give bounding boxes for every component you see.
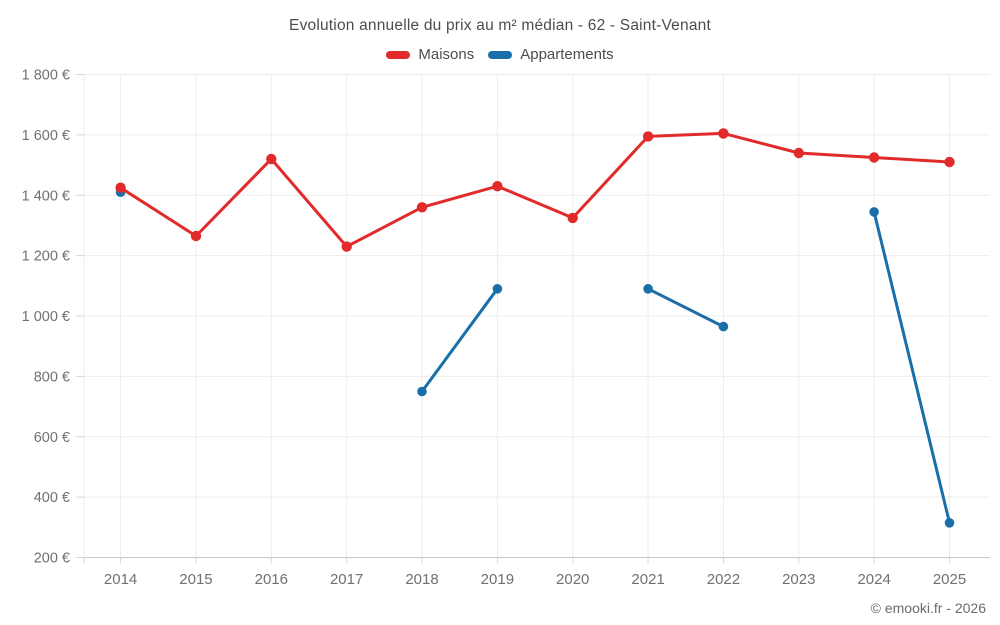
legend-label-appartements: Appartements [520,46,614,63]
line-maisons [119,131,951,249]
maisons-series-swatch-icon [386,50,411,59]
axis-labels: 200 € 400 € 600 € 800 € 1 000 € 1 200 € 1 400 … [22,68,967,589]
point-maisons-2021[interactable] [642,131,654,142]
point-maisons-2022[interactable] [718,128,729,139]
x-tick-label-2021: 2021 [631,571,664,588]
legend-item-appartements[interactable]: Appartements [488,46,614,63]
y-tick-label: 1 600 € [22,128,70,144]
y-tick-label: 200 € [34,551,70,567]
point-maisons-2025[interactable] [944,156,955,168]
x-tick-label-2018: 2018 [405,571,438,588]
chart-legend: Maisons Appartements [0,46,1000,63]
line-appartements [872,210,951,525]
x-tick-label-2014: 2014 [104,571,137,588]
point-appartements-2021[interactable] [643,284,653,294]
y-tick-label: 1 800 € [22,68,70,84]
point-maisons-2017[interactable] [341,241,352,252]
chart-footer-credit: © emooki.fr - 2026 [870,600,986,616]
point-maisons-2020[interactable] [567,212,578,224]
line-appartements [646,287,725,329]
x-tick-label-2015: 2015 [179,571,212,588]
gridlines [83,74,990,558]
series-appartements [115,187,955,528]
x-tick-label-2024: 2024 [857,571,890,588]
point-maisons-2018[interactable] [416,202,428,213]
legend-item-maisons[interactable]: Maisons [386,46,474,63]
y-tick-label: 800 € [34,369,70,385]
point-maisons-2014[interactable] [115,182,126,193]
y-tick-label: 600 € [34,430,70,446]
point-appartements-2024[interactable] [869,207,879,217]
chart-title: Evolution annuelle du prix au m² médian … [289,17,711,34]
x-tick-label-2025: 2025 [933,571,966,588]
x-tick-label-2020: 2020 [556,571,589,588]
y-tick-label: 1 000 € [22,309,70,325]
x-tick-label-2017: 2017 [330,571,363,588]
point-maisons-2016[interactable] [266,153,277,165]
x-tick-label-2016: 2016 [255,571,288,588]
line-appartements [420,287,499,393]
point-appartements-2019[interactable] [492,284,503,294]
point-maisons-2023[interactable] [793,147,804,159]
point-maisons-2015[interactable] [190,230,202,242]
point-maisons-2024[interactable] [868,152,880,163]
y-tick-label: 1 400 € [22,188,70,204]
y-tick-label: 400 € [34,490,70,506]
axes [76,74,990,564]
point-appartements-2022[interactable] [718,321,729,332]
series-maisons [115,128,955,252]
point-appartements-2025[interactable] [944,518,955,528]
legend-label-maisons: Maisons [418,46,475,63]
x-tick-label-2022: 2022 [707,571,740,588]
x-tick-label-2023: 2023 [782,571,815,588]
y-tick-label: 1 200 € [22,249,70,265]
x-tick-label-2019: 2019 [481,571,514,588]
point-maisons-2019[interactable] [492,181,503,192]
point-appartements-2018[interactable] [417,386,427,397]
appartements-series-swatch-icon [488,50,513,59]
